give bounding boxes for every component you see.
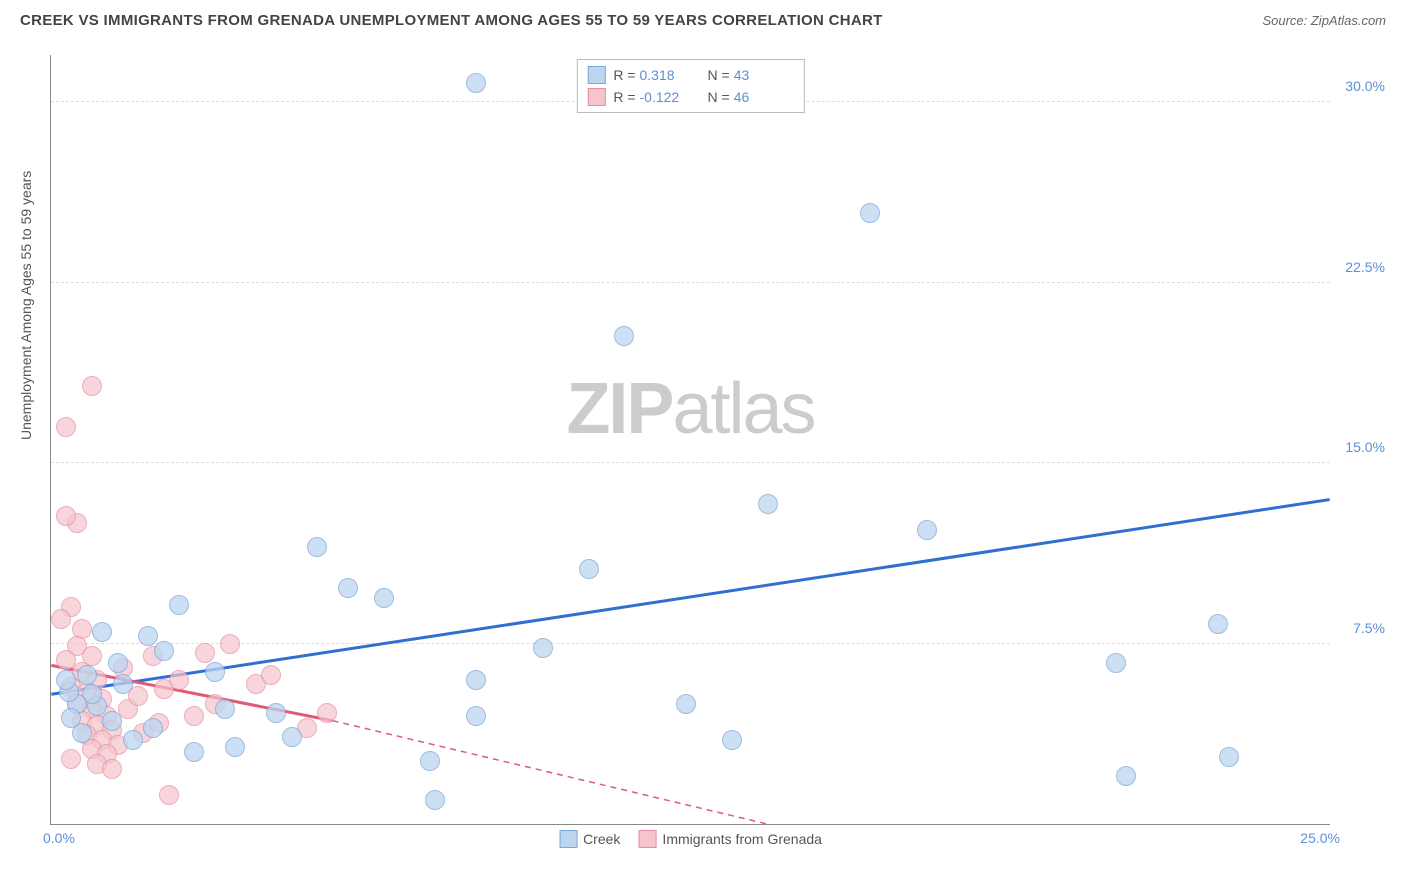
creek-point: [266, 703, 286, 723]
grenada-point: [82, 376, 102, 396]
grenada-label: Immigrants from Grenada: [662, 831, 822, 847]
gridline: [51, 282, 1330, 283]
watermark: ZIPatlas: [566, 368, 814, 450]
creek-point: [579, 559, 599, 579]
creek-point: [205, 662, 225, 682]
y-tick-label: 7.5%: [1353, 620, 1385, 636]
creek-point: [722, 730, 742, 750]
creek-n-value: 43: [734, 67, 794, 83]
grenada-point: [102, 759, 122, 779]
grenada-swatch: [587, 88, 605, 106]
grenada-point: [159, 785, 179, 805]
creek-point: [56, 670, 76, 690]
grenada-point: [51, 609, 71, 629]
grenada-point: [56, 506, 76, 526]
correlation-legend: R = 0.318 N = 43 R = -0.122 N = 46: [576, 59, 804, 113]
creek-point: [1116, 766, 1136, 786]
creek-point: [307, 537, 327, 557]
grenada-point: [195, 643, 215, 663]
creek-point: [108, 653, 128, 673]
creek-label: Creek: [583, 831, 620, 847]
y-axis-label: Unemployment Among Ages 55 to 59 years: [18, 171, 34, 440]
creek-point: [225, 737, 245, 757]
creek-swatch: [587, 66, 605, 84]
creek-point: [420, 751, 440, 771]
gridline: [51, 462, 1330, 463]
y-tick-label: 22.5%: [1345, 259, 1385, 275]
creek-point: [113, 674, 133, 694]
y-tick-label: 15.0%: [1345, 439, 1385, 455]
series-legend: Creek Immigrants from Grenada: [559, 830, 822, 848]
creek-point: [1106, 653, 1126, 673]
creek-point: [123, 730, 143, 750]
creek-point: [92, 622, 112, 642]
creek-point: [466, 73, 486, 93]
creek-point: [1208, 614, 1228, 634]
grenada-point: [169, 670, 189, 690]
gridline: [51, 643, 1330, 644]
creek-point: [154, 641, 174, 661]
creek-point: [425, 790, 445, 810]
creek-point: [138, 626, 158, 646]
creek-point: [169, 595, 189, 615]
creek-point: [533, 638, 553, 658]
grenada-n-value: 46: [734, 89, 794, 105]
creek-point: [102, 711, 122, 731]
grenada-point: [261, 665, 281, 685]
y-tick-label: 30.0%: [1345, 78, 1385, 94]
creek-point: [61, 708, 81, 728]
creek-point: [215, 699, 235, 719]
creek-point: [184, 742, 204, 762]
x-tick-min: 0.0%: [43, 830, 75, 846]
creek-point: [917, 520, 937, 540]
creek-point: [466, 706, 486, 726]
grenada-swatch-icon: [638, 830, 656, 848]
creek-point: [143, 718, 163, 738]
grenada-r-value: -0.122: [640, 89, 700, 105]
chart-title: CREEK VS IMMIGRANTS FROM GRENADA UNEMPLO…: [20, 12, 883, 29]
grenada-point: [317, 703, 337, 723]
grenada-point: [56, 417, 76, 437]
creek-point: [758, 494, 778, 514]
x-tick-max: 25.0%: [1300, 830, 1340, 846]
creek-point: [614, 326, 634, 346]
creek-point: [77, 665, 97, 685]
creek-point: [282, 727, 302, 747]
grenada-point: [184, 706, 204, 726]
source-label: Source: ZipAtlas.com: [1262, 13, 1386, 28]
creek-r-value: 0.318: [640, 67, 700, 83]
creek-swatch-icon: [559, 830, 577, 848]
creek-point: [466, 670, 486, 690]
chart-plot-area: ZIPatlas 7.5%15.0%22.5%30.0% R = 0.318 N…: [50, 55, 1330, 825]
creek-point: [338, 578, 358, 598]
creek-point: [860, 203, 880, 223]
grenada-point: [61, 749, 81, 769]
creek-point: [374, 588, 394, 608]
grenada-point: [220, 634, 240, 654]
creek-point: [676, 694, 696, 714]
creek-point: [1219, 747, 1239, 767]
